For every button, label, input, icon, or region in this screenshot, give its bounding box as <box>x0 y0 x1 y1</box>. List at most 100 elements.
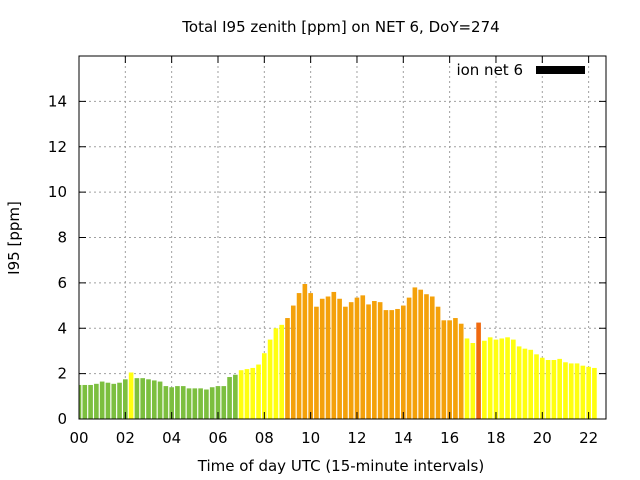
bars <box>79 284 597 419</box>
bar <box>424 294 429 419</box>
bar <box>157 381 163 419</box>
bar <box>192 388 198 419</box>
bar <box>389 310 395 419</box>
bar <box>117 382 122 419</box>
bar <box>586 366 591 419</box>
bar <box>88 384 93 419</box>
bar <box>493 339 499 419</box>
bar <box>580 365 586 419</box>
bar <box>123 379 128 419</box>
bar <box>319 298 325 419</box>
bar <box>290 305 296 419</box>
bar <box>198 388 203 419</box>
legend: ion net 6 <box>456 61 585 79</box>
bar <box>296 293 302 419</box>
bar <box>418 289 423 419</box>
bar <box>314 306 319 419</box>
bar <box>227 377 232 419</box>
y-tick-label: 10 <box>48 183 67 201</box>
bar <box>412 287 418 419</box>
bar <box>511 339 516 419</box>
bar <box>539 357 545 419</box>
bar <box>354 297 360 419</box>
bar <box>464 338 470 419</box>
bar <box>82 384 88 419</box>
bar <box>557 358 562 419</box>
bar <box>134 378 140 419</box>
bar <box>308 293 313 419</box>
x-tick-label: 06 <box>208 429 227 447</box>
bar <box>273 328 279 419</box>
bar <box>372 301 377 419</box>
bar <box>453 318 458 419</box>
bar <box>505 337 510 419</box>
bar <box>186 388 192 419</box>
bar <box>383 310 389 419</box>
bar <box>343 306 348 419</box>
bar <box>400 305 406 419</box>
bar <box>94 383 99 419</box>
bar <box>79 384 82 419</box>
bar <box>337 298 342 419</box>
bar <box>592 367 597 419</box>
x-tick-label: 22 <box>579 429 598 447</box>
bar <box>395 308 400 419</box>
bar <box>458 323 464 419</box>
legend-swatch <box>536 66 585 74</box>
chart-title: Total I95 zenith [ppm] on NET 6, DoY=274 <box>181 18 499 36</box>
bar <box>233 374 238 419</box>
bar <box>499 338 505 419</box>
bar <box>250 367 256 419</box>
x-tick-label: 08 <box>255 429 274 447</box>
legend-label: ion net 6 <box>456 61 523 79</box>
y-tick-label: 14 <box>48 92 67 110</box>
bar <box>221 386 227 419</box>
bar <box>528 349 534 419</box>
bar <box>534 354 539 419</box>
bar <box>366 304 371 419</box>
x-tick-label: 14 <box>394 429 413 447</box>
x-tick-label: 12 <box>347 429 366 447</box>
bar <box>331 291 337 419</box>
bar <box>476 322 481 419</box>
bar <box>262 353 267 419</box>
bar <box>244 369 250 419</box>
x-tick-label: 16 <box>440 429 459 447</box>
x-tick-label: 18 <box>486 429 505 447</box>
bar <box>105 382 111 419</box>
bar <box>482 340 487 419</box>
bar <box>429 296 435 419</box>
bar <box>267 339 273 419</box>
x-tick-label: 10 <box>301 429 320 447</box>
x-tick-label: 04 <box>162 429 181 447</box>
bar <box>285 318 290 419</box>
bar <box>180 386 186 419</box>
bar <box>128 372 134 419</box>
bar <box>256 364 261 419</box>
bar <box>279 324 285 419</box>
y-tick-label: 8 <box>57 229 67 247</box>
bar <box>99 381 105 419</box>
bar <box>441 320 447 419</box>
bar <box>204 389 209 419</box>
bar <box>551 360 557 419</box>
x-tick-label: 02 <box>116 429 135 447</box>
bar <box>563 362 568 419</box>
bar <box>377 302 383 419</box>
y-tick-label: 0 <box>57 410 67 428</box>
x-tick-label: 00 <box>69 429 88 447</box>
bar <box>325 296 331 419</box>
bar <box>406 297 412 419</box>
y-tick-label: 4 <box>57 319 67 337</box>
bar <box>568 363 574 419</box>
bar <box>487 337 493 419</box>
bar <box>238 370 244 419</box>
x-axis-label: Time of day UTC (15-minute intervals) <box>197 457 484 475</box>
axis-ticks <box>78 56 606 420</box>
bar <box>545 360 551 419</box>
bar <box>163 386 169 419</box>
bar <box>151 380 157 419</box>
y-tick-label: 2 <box>57 365 67 383</box>
